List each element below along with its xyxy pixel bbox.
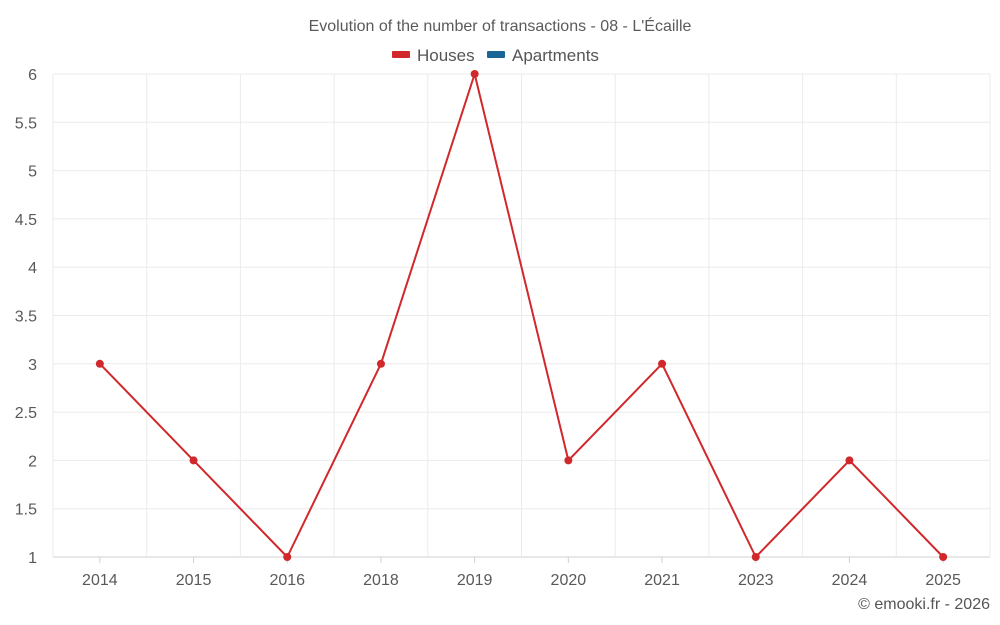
legend-swatch-apartments [487,51,505,58]
legend-label-houses: Houses [417,46,475,65]
data-point[interactable] [283,553,292,561]
y-tick-label: 4 [28,260,37,277]
y-tick-label: 2.5 [15,405,37,422]
x-tick-label: 2015 [176,572,212,589]
y-tick-label: 2 [28,453,37,470]
y-tick-label: 5 [28,164,37,181]
legend-item-apartments[interactable]: Apartments [487,46,599,65]
x-tick-label: 2025 [925,572,961,589]
data-point[interactable] [751,553,760,561]
y-tick-label: 3 [28,357,37,374]
data-point[interactable] [470,70,479,78]
y-axis: 1 1.5 2 2.5 3 3.5 4 4.5 5 5.5 6 [15,67,37,567]
y-tick-label: 1.5 [15,502,37,519]
data-point[interactable] [939,553,948,561]
x-tick-label: 2018 [363,572,399,589]
y-tick-label: 4.5 [15,212,37,229]
legend-label-apartments: Apartments [512,46,599,65]
x-tick-label: 2024 [832,572,868,589]
x-tick-label: 2023 [738,572,774,589]
legend-item-houses[interactable]: Houses [392,46,475,65]
x-tick-label: 2020 [551,572,587,589]
y-tick-label: 1 [28,550,37,567]
grid [52,73,991,558]
y-tick-label: 6 [28,67,37,84]
credit-text: © emooki.fr - 2026 [858,596,990,613]
legend-swatch-houses [392,51,410,58]
legend: Houses Apartments [392,46,599,65]
data-point[interactable] [189,456,198,465]
x-tick-label: 2019 [457,572,493,589]
series-houses [95,70,948,561]
data-point[interactable] [95,359,104,368]
data-point[interactable] [564,456,573,465]
x-tick-label: 2021 [644,572,680,589]
data-point[interactable] [845,456,854,465]
data-point[interactable] [376,359,385,368]
chart-title: Evolution of the number of transactions … [309,16,692,35]
series-layer [95,70,948,561]
series-line-houses [98,73,945,558]
data-point[interactable] [658,359,667,368]
x-axis: 2014 2015 2016 2018 2019 2020 2021 2023 2024 2025 [82,557,961,589]
y-tick-label: 3.5 [15,309,37,326]
x-tick-label: 2016 [269,572,305,589]
x-tick-label: 2014 [82,572,118,589]
y-tick-label: 5.5 [15,115,37,132]
